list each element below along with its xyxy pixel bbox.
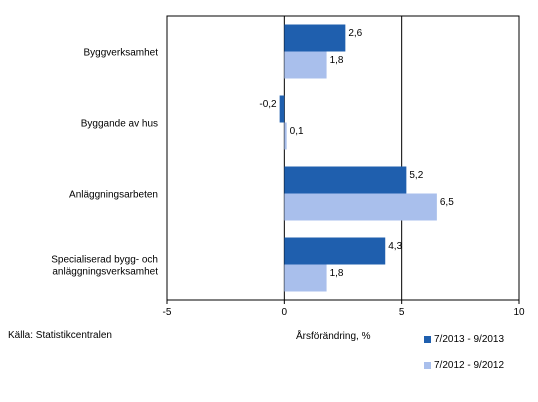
data-label: 4,3 <box>388 241 402 252</box>
chart-marks: 2,6 1,8 -0,2 0,1 5,2 6,5 4,3 1,8 <box>259 24 454 292</box>
legend-swatch-2013 <box>424 336 431 343</box>
bar-2013 <box>284 166 407 194</box>
bar-2012 <box>284 264 327 292</box>
data-label: 0,1 <box>290 126 304 137</box>
plot-frame <box>166 15 520 301</box>
data-label: -0,2 <box>259 99 277 110</box>
data-label: 1,8 <box>330 268 344 279</box>
legend-label-2012: 7/2012 - 9/2012 <box>434 360 505 371</box>
data-label: 1,8 <box>330 55 344 66</box>
source-note: Källa: Statistikcentralen <box>8 330 112 341</box>
x-tick-label: -5 <box>163 307 172 318</box>
category-label: Byggverksamhet <box>84 48 159 59</box>
category-label: anläggningsverksamhet <box>52 267 158 278</box>
category-label: Specialiserad bygg- och <box>51 255 158 266</box>
bar-2012 <box>284 122 287 150</box>
legend-swatch-2012 <box>424 362 431 369</box>
bar-2013 <box>279 95 285 123</box>
legend-label-2013: 7/2013 - 9/2013 <box>434 334 505 345</box>
bar-2012 <box>284 193 437 221</box>
data-label: 6,5 <box>440 197 454 208</box>
data-label: 2,6 <box>348 28 362 39</box>
bar-2012 <box>284 51 327 79</box>
category-label: Anläggningsarbeten <box>69 190 158 201</box>
plot-area: -5 0 5 10 Byggverksamhet Byggande av hus Anläg… <box>51 15 525 318</box>
legend-item-2012: 7/2012 - 9/2012 <box>424 360 504 371</box>
bar-2013 <box>284 237 386 265</box>
legend-item-2013: 7/2013 - 9/2013 <box>424 334 504 345</box>
x-tick-label: 0 <box>282 307 288 318</box>
category-label: Byggande av hus <box>81 119 158 130</box>
x-tick-label: 10 <box>513 307 525 318</box>
x-tick-label: 5 <box>399 307 405 318</box>
x-axis-title: Årsförändring, % <box>296 331 371 342</box>
data-label: 5,2 <box>409 170 423 181</box>
bar-2013 <box>284 24 346 52</box>
